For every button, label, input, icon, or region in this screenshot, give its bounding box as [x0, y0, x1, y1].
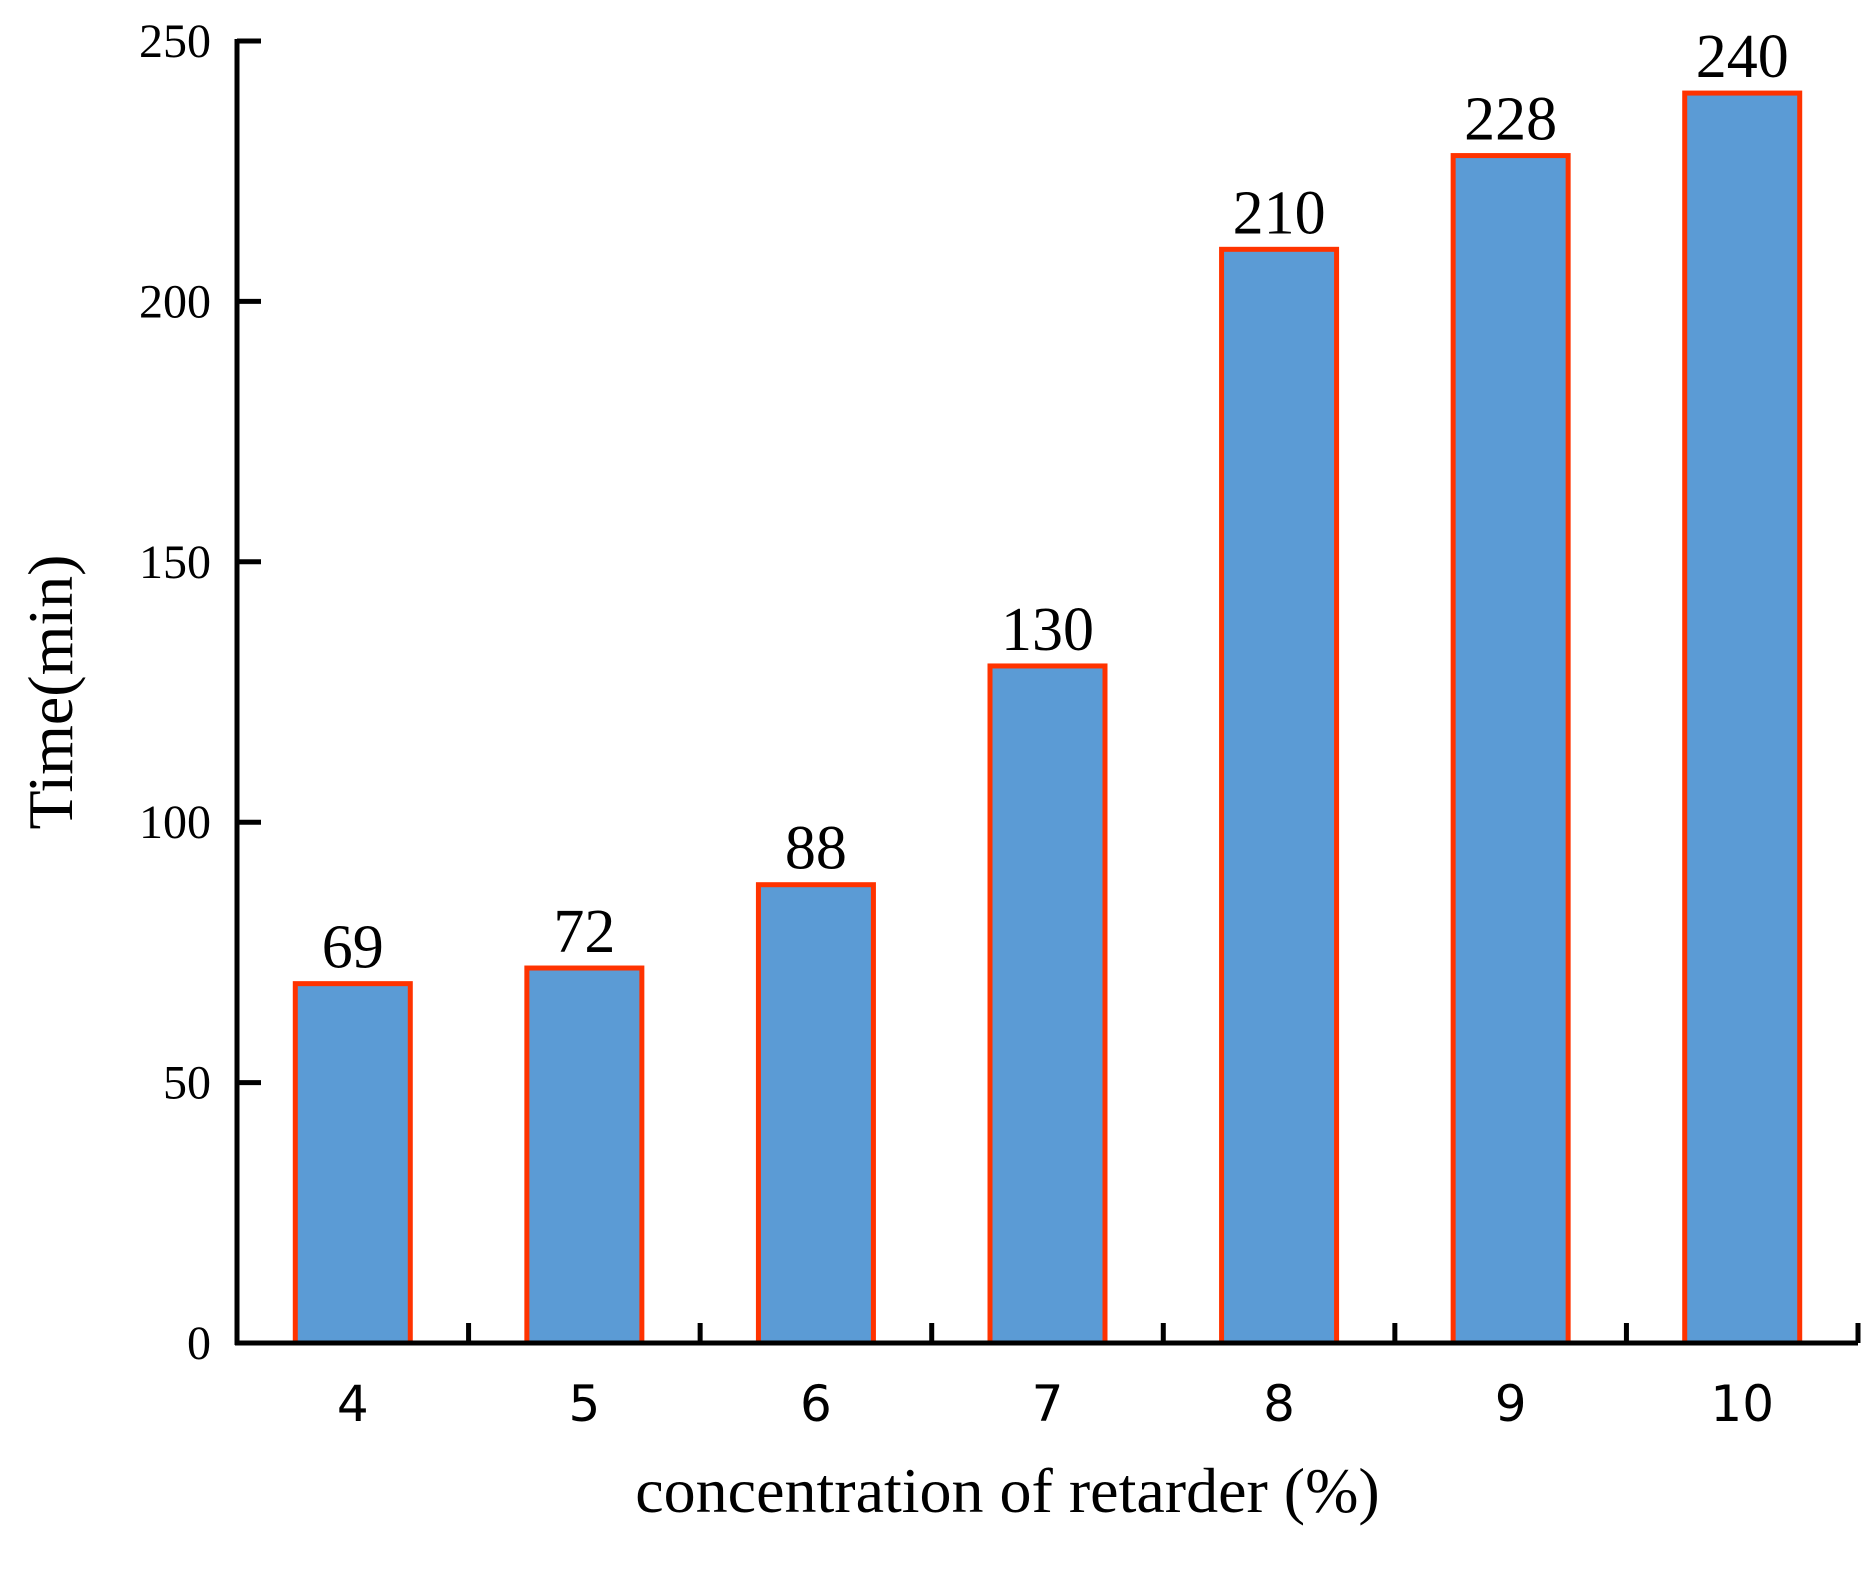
y-tick-label-150: 150: [139, 536, 211, 589]
bar-9: [1450, 153, 1571, 1346]
data-label-6: 88: [785, 815, 847, 883]
x-tick-label-9: 9: [1495, 1375, 1527, 1433]
y-tick-label-250: 250: [139, 15, 211, 68]
x-tick-label-6: 6: [800, 1375, 832, 1433]
bar-8: [1219, 246, 1340, 1346]
x-tick-label-8: 8: [1263, 1375, 1295, 1433]
y-axis-title: Time(min): [15, 555, 86, 830]
bars: [292, 90, 1803, 1346]
y-axis-ticks: 0 50 100 150 200 250: [139, 15, 261, 1370]
x-tick-label-4: 4: [337, 1375, 369, 1433]
data-label-4: 69: [322, 914, 384, 982]
bar-5: [524, 965, 645, 1346]
x-tick-label-5: 5: [568, 1375, 600, 1433]
x-axis-ticks: 4 5 6 7 8 9 10: [337, 1323, 1861, 1433]
data-label-7: 130: [1001, 596, 1094, 664]
y-tick-label-0: 0: [187, 1317, 211, 1370]
y-tick-label-100: 100: [139, 796, 211, 849]
x-axis-title: concentration of retarder (%): [635, 1455, 1379, 1526]
y-tick-label-200: 200: [139, 275, 211, 328]
data-label-5: 72: [553, 898, 615, 966]
bar-4: [292, 981, 413, 1346]
data-label-8: 210: [1233, 179, 1326, 247]
data-label-9: 228: [1464, 86, 1557, 154]
data-labels: 69 72 88 130 210 228 240: [322, 23, 1789, 982]
x-tick-label-10: 10: [1710, 1375, 1774, 1433]
x-tick-label-7: 7: [1032, 1375, 1064, 1433]
data-label-10: 240: [1696, 23, 1789, 91]
axes: [234, 39, 1858, 1346]
y-tick-label-50: 50: [163, 1057, 211, 1110]
bar-6: [755, 882, 876, 1346]
bar-10: [1682, 90, 1803, 1346]
bar-7: [987, 663, 1108, 1346]
